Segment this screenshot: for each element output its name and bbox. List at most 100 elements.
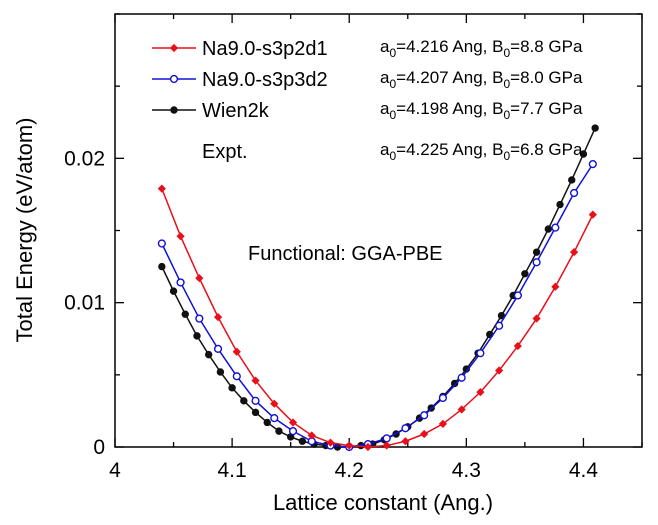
- y-axis-title: Total Energy (eV/atom): [12, 118, 37, 343]
- data-point: [420, 429, 429, 439]
- data-point: [438, 419, 448, 429]
- data-point: [169, 287, 178, 295]
- legend-params: a0=4.225 Ang, B0=6.8 GPa: [380, 140, 583, 163]
- y-tick-label: 0: [93, 436, 105, 459]
- data-point: [532, 258, 541, 267]
- data-point: [251, 376, 260, 385]
- x-tick-label: 4.3: [452, 459, 481, 482]
- data-point: [568, 176, 576, 184]
- legend-entry: Na9.0-s3p2d1 a0=4.216 Ang, B0=8.8 GPa: [152, 37, 583, 60]
- data-point: [457, 405, 466, 414]
- data-point: [551, 223, 560, 232]
- data-point: [363, 442, 373, 452]
- legend-label: Wien2k: [202, 100, 270, 122]
- data-point: [569, 188, 579, 198]
- data-point: [420, 411, 429, 420]
- x-tick-label: 4.1: [218, 459, 247, 482]
- data-point: [591, 124, 599, 132]
- series-Wien2k: [158, 124, 599, 451]
- data-point: [169, 74, 179, 84]
- series-line: [161, 163, 594, 448]
- data-point: [544, 225, 553, 233]
- data-point: [232, 347, 241, 356]
- series-line: [161, 127, 596, 448]
- data-point: [569, 248, 579, 257]
- data-point: [213, 344, 223, 353]
- legend-params: a0=4.198 Ang, B0=7.7 GPa: [380, 99, 583, 122]
- data-point: [345, 441, 354, 450]
- data-point: [532, 248, 541, 256]
- data-point: [228, 384, 236, 392]
- legend-entry: Na9.0-s3p3d2 a0=4.207 Ang, B0=8.0 GPa: [152, 68, 583, 91]
- data-point: [326, 438, 335, 447]
- data-point: [176, 232, 185, 241]
- data-point: [251, 396, 260, 405]
- data-point: [579, 150, 588, 158]
- data-point: [213, 312, 223, 322]
- data-point: [158, 262, 166, 271]
- data-point: [457, 373, 466, 382]
- data-point: [195, 314, 204, 323]
- x-tick-label: 4: [109, 459, 121, 482]
- legend: Na9.0-s3p2d1 a0=4.216 Ang, B0=8.8 GPaNa9.…: [152, 37, 583, 163]
- data-point: [270, 414, 279, 423]
- y-tick-label: 0.02: [64, 147, 105, 170]
- legend-entry: Wien2k a0=4.198 Ang, B0=7.7 GPa: [152, 99, 583, 122]
- legend-entry: Expt. a0=4.225 Ang, B0=6.8 GPa: [202, 140, 583, 163]
- x-tick-label: 4.2: [335, 459, 364, 482]
- data-point: [513, 291, 522, 300]
- data-point: [275, 427, 283, 435]
- series-layer: [157, 124, 599, 452]
- data-point: [263, 418, 271, 427]
- series-line: [161, 188, 594, 448]
- series-Na9.0-s3p3d2: [157, 160, 597, 452]
- data-point: [216, 368, 225, 376]
- data-point: [513, 341, 522, 351]
- legend-params: a0=4.216 Ang, B0=8.8 GPa: [380, 37, 583, 60]
- functional-annotation: Functional: GGA-PBE: [248, 243, 443, 265]
- data-point: [401, 437, 410, 446]
- data-point: [288, 418, 298, 427]
- data-point: [232, 372, 241, 381]
- data-point: [495, 321, 504, 330]
- data-point: [476, 388, 485, 397]
- data-point: [170, 106, 178, 114]
- data-point: [251, 408, 260, 417]
- data-point: [157, 239, 166, 248]
- data-point: [521, 270, 529, 278]
- data-point: [401, 424, 410, 433]
- data-point: [157, 184, 166, 193]
- data-point: [169, 43, 179, 53]
- data-point: [288, 427, 298, 436]
- data-point: [495, 366, 504, 375]
- data-point: [588, 160, 597, 169]
- data-point: [382, 434, 391, 443]
- x-tick-label: 4.4: [569, 459, 599, 482]
- x-axis-title: Lattice constant (Ang.): [273, 490, 493, 515]
- legend-params: a0=4.207 Ang, B0=8.0 GPa: [380, 68, 583, 91]
- data-point: [181, 310, 189, 318]
- data-point: [450, 379, 459, 388]
- data-point: [204, 350, 213, 359]
- tick-labels: 4 4.1 4.2 4.3 4.4 0 0.01 0.02: [64, 147, 598, 482]
- data-point: [195, 274, 204, 283]
- axis-ticks: [114, 13, 643, 448]
- data-point: [176, 278, 185, 287]
- data-point: [270, 399, 279, 408]
- data-point: [438, 393, 448, 403]
- data-point: [556, 200, 564, 209]
- series-Na9.0-s3p2d1: [157, 184, 597, 452]
- data-point: [588, 210, 597, 219]
- y-tick-label: 0.01: [64, 292, 105, 315]
- data-point: [476, 349, 485, 358]
- data-point: [382, 441, 391, 450]
- data-point: [532, 314, 541, 323]
- data-point: [240, 397, 248, 405]
- data-point: [307, 431, 316, 440]
- legend-label: Na9.0-s3p3d2: [202, 69, 328, 91]
- legend-label: Expt.: [202, 141, 248, 163]
- data-point: [298, 437, 307, 445]
- data-point: [551, 282, 560, 291]
- legend-label: Na9.0-s3p2d1: [202, 38, 328, 60]
